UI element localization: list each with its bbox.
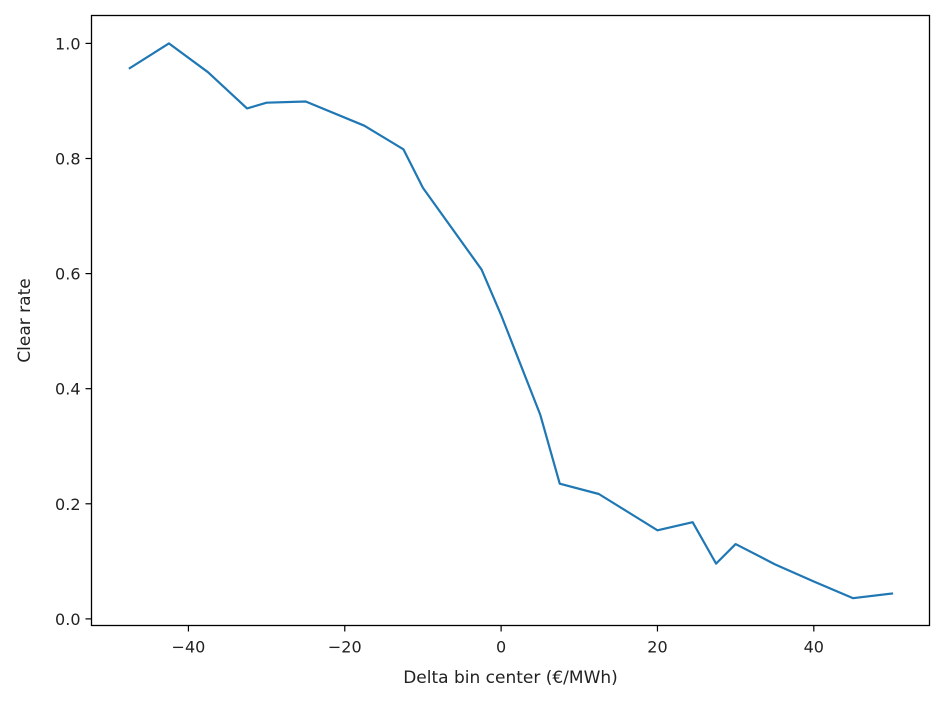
y-tick-label: 0.2 xyxy=(55,495,80,514)
series-line-0 xyxy=(128,42,894,600)
y-tick-label: 0.6 xyxy=(55,265,80,284)
x-tick-label: 20 xyxy=(647,638,667,657)
plot-area xyxy=(128,42,894,600)
x-tick-label: −20 xyxy=(328,638,362,657)
y-tick-label: 1.0 xyxy=(55,34,80,53)
y-tick-label: 0.4 xyxy=(55,380,80,399)
x-tick-label: 40 xyxy=(804,638,824,657)
x-tick-label: 0 xyxy=(496,638,506,657)
x-tick-label: −40 xyxy=(172,638,206,657)
x-axis-label: Delta bin center (€/MWh) xyxy=(403,668,618,688)
plot-frame xyxy=(90,14,931,627)
y-tick-label: 0.0 xyxy=(55,610,80,629)
y-tick-label: 0.8 xyxy=(55,150,80,169)
x-axis: −40 −20 0 20 40 xyxy=(172,625,824,657)
y-axis-label: Clear rate xyxy=(15,278,35,362)
y-axis: 0.0 0.2 0.4 0.6 0.8 1.0 xyxy=(55,34,92,629)
